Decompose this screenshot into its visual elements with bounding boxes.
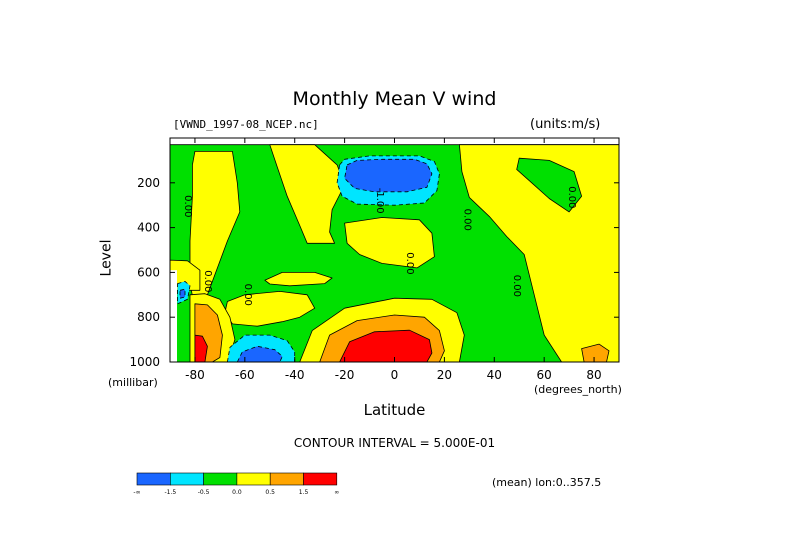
mean-longitude-label: (mean) lon:0..357.5 bbox=[492, 476, 602, 489]
x-axis-units: (degrees_north) bbox=[534, 383, 622, 396]
contour-region-yellow bbox=[170, 259, 201, 291]
contour-region-green bbox=[516, 157, 582, 213]
y-tick-label: 400 bbox=[137, 221, 160, 235]
contour-region-blue bbox=[344, 158, 433, 193]
contour-label: 0.00 bbox=[242, 284, 253, 306]
chart-title: Monthly Mean V wind bbox=[292, 88, 497, 110]
units-label: (units:m/s) bbox=[530, 117, 601, 132]
x-tick-label: 60 bbox=[537, 368, 552, 382]
contour-region-red bbox=[339, 329, 433, 362]
contour-region-blue bbox=[236, 345, 283, 362]
dataset-label: [VWND_1997-08_NCEP.nc] bbox=[173, 118, 319, 131]
contour-label: 0.00 bbox=[182, 195, 193, 217]
contour-label: 0.00 bbox=[461, 209, 472, 231]
colorbar-swatch bbox=[236, 472, 271, 486]
y-tick-label: 1000 bbox=[129, 355, 160, 369]
x-tick-label: 20 bbox=[437, 368, 452, 382]
contour-label: 0.00 bbox=[566, 186, 577, 208]
contour-interval-label: CONTOUR INTERVAL = 5.000E-01 bbox=[293, 436, 496, 450]
colorbar-tick-label: 0.0 bbox=[232, 489, 242, 496]
contour-label: 0.00 bbox=[511, 275, 522, 297]
colorbar-swatch bbox=[136, 472, 171, 486]
colorbar-swatch bbox=[269, 472, 304, 486]
contour-label: 0.00 bbox=[202, 270, 213, 292]
colorbar-tick-label: -0.5 bbox=[198, 489, 210, 496]
x-tick-label: 40 bbox=[487, 368, 502, 382]
contour-region-yellow bbox=[264, 271, 333, 287]
x-tick-label: -60 bbox=[235, 368, 255, 382]
y-tick-label: 200 bbox=[137, 176, 160, 190]
contour-label: -1.00 bbox=[374, 188, 385, 214]
colorbar-swatch bbox=[303, 472, 338, 486]
contour-label: 0.00 bbox=[404, 252, 415, 274]
colorbar-swatch bbox=[203, 472, 238, 486]
x-tick-label: -20 bbox=[335, 368, 355, 382]
colorbar-swatch bbox=[170, 472, 204, 486]
x-tick-label: -40 bbox=[285, 368, 305, 382]
contour-region-yellow bbox=[344, 217, 435, 269]
contour-region-orange bbox=[581, 343, 610, 362]
contour-fill-group: 0.00 0.00 0.00 -1.00 0.00 0.00 0.00 0.00 0.00 bbox=[170, 144, 627, 362]
colorbar-tick-label: ∞ bbox=[334, 489, 339, 496]
y-axis-units: (millibar) bbox=[108, 376, 158, 389]
x-axis-label: Latitude bbox=[363, 401, 426, 419]
contour-region-blue bbox=[179, 288, 186, 299]
x-tick-label: 0 bbox=[391, 368, 399, 382]
x-tick-label: -80 bbox=[185, 368, 205, 382]
contour-label: 0.00 bbox=[616, 264, 627, 286]
contour-region-yellow bbox=[269, 144, 346, 244]
colorbar-tick-label: -1.5 bbox=[164, 489, 176, 496]
y-tick-label: 800 bbox=[137, 310, 160, 324]
missing-data-area bbox=[170, 270, 177, 362]
colorbar-tick-label: 0.5 bbox=[265, 489, 275, 496]
colorbar-tick-label: -∞ bbox=[133, 489, 140, 496]
y-tick-label: 600 bbox=[137, 265, 160, 279]
colorbar-tick-label: 1.5 bbox=[299, 489, 309, 496]
x-tick-label: 80 bbox=[586, 368, 601, 382]
